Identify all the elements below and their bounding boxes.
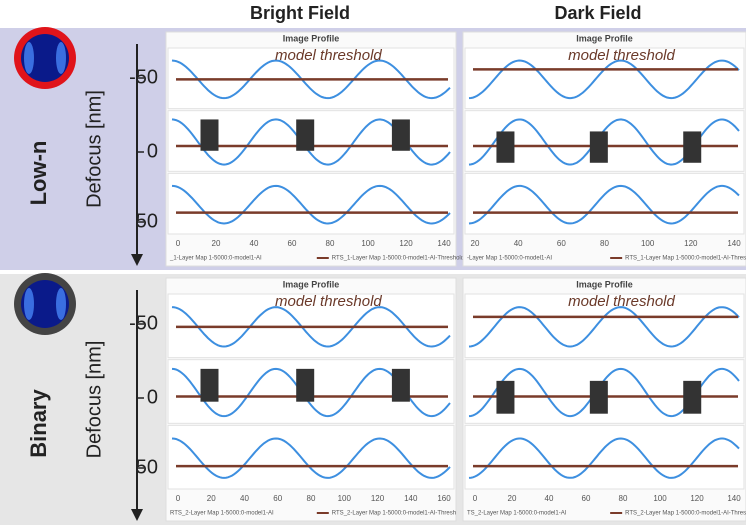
x-tick-label: 20 xyxy=(471,239,480,248)
feature-block xyxy=(496,131,514,162)
column-header: Dark Field xyxy=(554,3,641,23)
legend-entry: RTS_2-Layer Map 1-5000:0-model1-AI-Thres… xyxy=(625,511,746,517)
x-tick-label: 40 xyxy=(250,239,259,248)
row-label: Low-n xyxy=(26,141,51,206)
x-tick-label: 20 xyxy=(212,239,221,248)
legend-entry: RTS_1-Layer Map 1-5000:0-model1-AI-Thres… xyxy=(332,256,464,262)
y-tick-label: 0 xyxy=(147,140,158,162)
x-tick-label: 60 xyxy=(273,494,282,503)
annotation: model threshold xyxy=(568,293,675,310)
legend-entry: RTS_1-Layer Map 1-5000:0-model1-AI-Thres… xyxy=(625,256,746,262)
legend-entry: RTS_2-Layer Map 1-5000:0-model1-AI xyxy=(170,511,274,517)
x-tick-label: 20 xyxy=(508,494,517,503)
x-tick-label: 120 xyxy=(690,494,704,503)
legend-entry: -Layer Map 1-5000:0-model1-AI xyxy=(467,256,552,262)
x-tick-label: 140 xyxy=(437,239,451,248)
panel-title: Image Profile xyxy=(576,33,633,43)
x-tick-label: 120 xyxy=(684,239,698,248)
x-tick-label: 0 xyxy=(473,494,478,503)
feature-block xyxy=(201,119,219,150)
feature-block xyxy=(496,381,514,414)
panel-title: Image Profile xyxy=(283,279,340,289)
axis-label: Defocus [nm] xyxy=(83,90,105,208)
figure: Bright Field Dark Field Low-n Defocus [nm… xyxy=(0,0,746,525)
annotation: model threshold xyxy=(275,47,382,64)
legend-entry: TS_2-Layer Map 1-5000:0-model1-AI xyxy=(467,511,567,517)
x-tick-label: 100 xyxy=(361,239,375,248)
axis-label: Defocus [nm] xyxy=(83,341,105,459)
x-tick-label: 140 xyxy=(404,494,418,503)
feature-block xyxy=(683,131,701,162)
x-tick-label: 40 xyxy=(240,494,249,503)
panel-title: Image Profile xyxy=(283,33,340,43)
feature-block xyxy=(590,381,608,414)
feature-block xyxy=(296,119,314,150)
x-tick-label: 120 xyxy=(399,239,413,248)
feature-block xyxy=(296,369,314,402)
legend-entry: _1-Layer Map 1-5000:0-model1-AI xyxy=(169,256,262,262)
feature-block xyxy=(392,369,410,402)
x-tick-label: 100 xyxy=(338,494,352,503)
x-tick-label: 60 xyxy=(582,494,591,503)
feature-block xyxy=(201,369,219,402)
strip xyxy=(168,425,454,489)
strip xyxy=(465,173,744,234)
annotation: model threshold xyxy=(568,47,675,64)
pupil-pole xyxy=(24,42,34,74)
x-tick-label: 0 xyxy=(176,494,181,503)
strip xyxy=(168,173,454,234)
x-tick-label: 160 xyxy=(437,494,451,503)
x-tick-label: 80 xyxy=(307,494,316,503)
row-label: Binary xyxy=(26,389,51,458)
feature-block xyxy=(392,119,410,150)
x-tick-label: 100 xyxy=(653,494,667,503)
legend-entry: RTS_2-Layer Map 1-5000:0-model1-AI-Thres… xyxy=(332,511,456,517)
annotation: model threshold xyxy=(275,293,382,310)
x-tick-label: 60 xyxy=(288,239,297,248)
panel-title: Image Profile xyxy=(576,279,633,289)
x-tick-label: 80 xyxy=(600,239,609,248)
pupil-pole xyxy=(24,288,34,320)
pupil-pole xyxy=(56,42,66,74)
x-tick-label: 20 xyxy=(207,494,216,503)
x-tick-label: 140 xyxy=(727,239,741,248)
x-tick-label: 100 xyxy=(641,239,655,248)
x-tick-label: 40 xyxy=(514,239,523,248)
pupil-pole xyxy=(56,288,66,320)
feature-block xyxy=(590,131,608,162)
x-tick-label: 140 xyxy=(727,494,741,503)
x-tick-label: 80 xyxy=(326,239,335,248)
x-tick-label: 120 xyxy=(371,494,385,503)
x-tick-label: 40 xyxy=(545,494,554,503)
x-tick-label: 0 xyxy=(176,239,181,248)
column-header: Bright Field xyxy=(250,3,350,23)
y-tick-label: 0 xyxy=(147,386,158,408)
x-tick-label: 80 xyxy=(619,494,628,503)
x-tick-label: 60 xyxy=(557,239,566,248)
feature-block xyxy=(683,381,701,414)
strip xyxy=(465,425,744,489)
